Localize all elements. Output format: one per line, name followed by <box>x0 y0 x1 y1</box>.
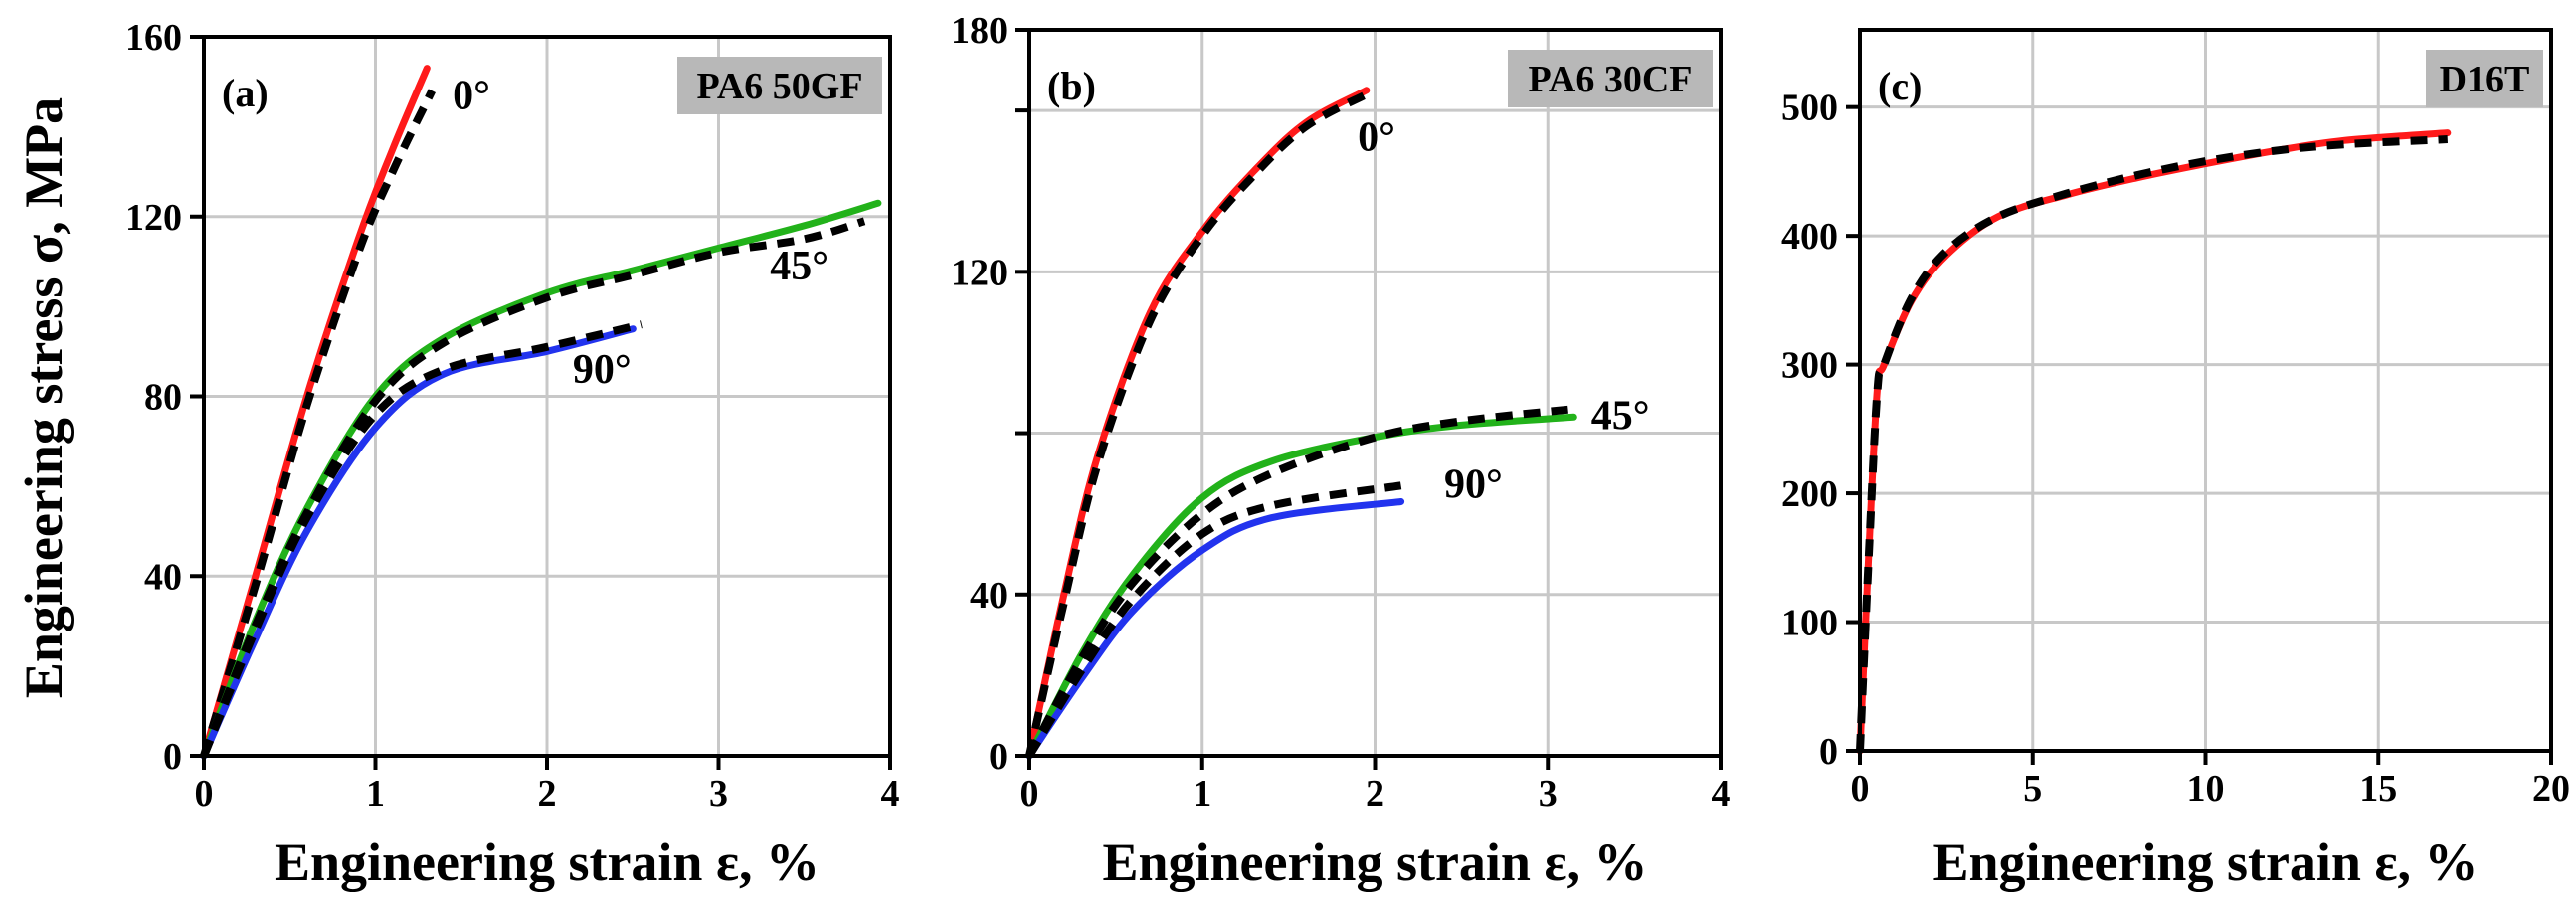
x-tick-label: 4 <box>881 773 900 814</box>
series-0-test <box>200 89 436 758</box>
x-tick-label: 0 <box>195 773 214 814</box>
x-tick-label: 4 <box>1712 773 1731 814</box>
material-badge <box>677 57 882 114</box>
y-axis-label: Engineering stress σ, MPa <box>14 97 74 698</box>
angle-annotation: 0° <box>453 73 490 118</box>
series-90-test <box>200 320 643 758</box>
x-tick-label: 3 <box>1539 773 1558 814</box>
panel-label: (b) <box>1047 64 1096 108</box>
y-tick-label: 200 <box>1781 473 1838 515</box>
x-axis-label: Engineering strain ε, % <box>1102 832 1647 892</box>
y-tick-label: 0 <box>1819 731 1838 773</box>
y-tick-label: 300 <box>1781 345 1838 387</box>
y-tick-label: 40 <box>970 575 1008 617</box>
material-badge-text: PA6 50GF <box>696 66 862 107</box>
material-badge <box>2426 50 2543 107</box>
y-tick-label: 40 <box>144 556 182 598</box>
x-tick-label: 0 <box>1851 768 1870 810</box>
panel-label: (c) <box>1878 64 1922 108</box>
y-tick-label: 160 <box>125 17 182 59</box>
material-badge <box>1508 50 1713 107</box>
x-axis-label: Engineering strain ε, % <box>1932 832 2478 892</box>
x-tick-label: 10 <box>2187 768 2225 810</box>
series-test <box>1856 135 2449 752</box>
panel-label: (a) <box>222 71 269 115</box>
y-tick-label: 180 <box>951 10 1008 52</box>
angle-annotation: 45° <box>1591 394 1650 440</box>
x-tick-label: 20 <box>2532 768 2570 810</box>
x-axis-label: Engineering strain ε, % <box>275 832 820 892</box>
y-tick-label: 120 <box>125 197 182 239</box>
y-tick-label: 500 <box>1781 88 1838 129</box>
x-tick-label: 5 <box>2023 768 2042 810</box>
y-tick-label: 0 <box>163 736 182 778</box>
y-tick-label: 120 <box>951 252 1008 293</box>
x-tick-label: 2 <box>538 773 557 814</box>
series-45-test <box>200 217 866 758</box>
y-tick-label: 0 <box>989 736 1008 778</box>
angle-annotation: 90° <box>573 347 632 393</box>
series-model <box>1856 129 2452 755</box>
y-tick-label: 80 <box>144 377 182 419</box>
material-badge-text: PA6 30CF <box>1529 59 1693 100</box>
x-tick-label: 2 <box>1366 773 1384 814</box>
x-tick-label: 1 <box>366 773 385 814</box>
x-tick-label: 15 <box>2359 768 2397 810</box>
x-tick-label: 1 <box>1193 773 1211 814</box>
angle-annotation: 90° <box>1444 461 1503 507</box>
series-0-test <box>1025 90 1369 757</box>
angle-annotation: 0° <box>1358 115 1395 161</box>
material-badge-text: D16T <box>2440 59 2530 100</box>
series-45-test <box>1025 405 1574 758</box>
y-tick-label: 100 <box>1781 603 1838 644</box>
series-90-test <box>1025 481 1402 759</box>
series-90-model <box>1025 498 1405 760</box>
x-tick-label: 0 <box>1020 773 1039 814</box>
angle-annotation: 45° <box>770 244 828 289</box>
x-tick-label: 3 <box>709 773 728 814</box>
y-tick-label: 400 <box>1781 216 1838 258</box>
